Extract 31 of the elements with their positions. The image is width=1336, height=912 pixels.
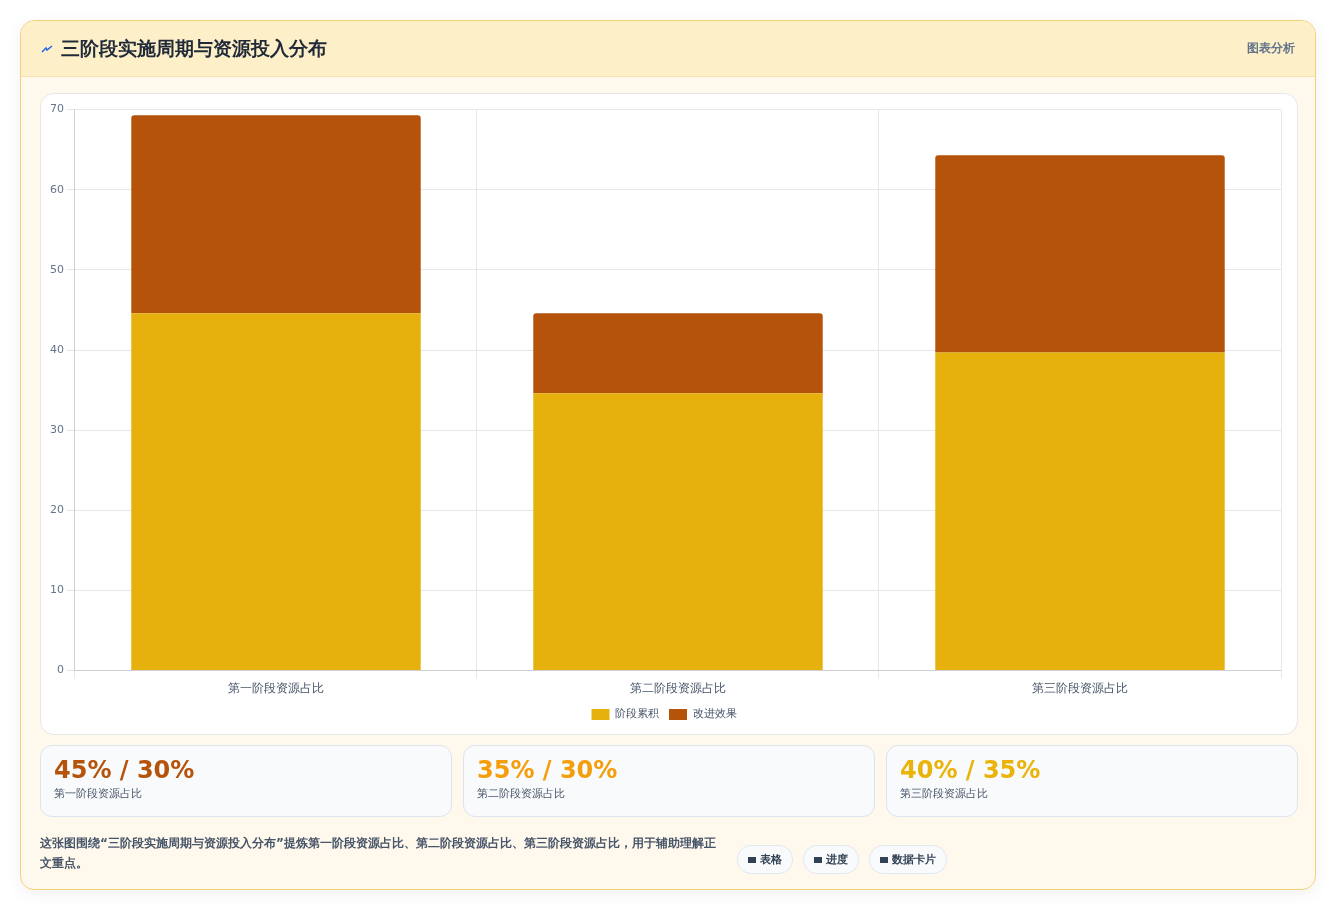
y-tick-label: 40 xyxy=(50,342,64,356)
text: 35% / 30% xyxy=(477,756,619,784)
y-tick-label: 10 xyxy=(50,583,64,597)
bar xyxy=(935,155,1225,353)
text: 第一阶段资源占比 xyxy=(54,786,143,801)
x-tick-label: 第一阶段资源占比 xyxy=(228,680,324,695)
y-tick-label: 30 xyxy=(50,423,64,437)
y-tick-label: 60 xyxy=(50,182,64,196)
text: 数据卡片 xyxy=(892,852,936,867)
y-tick-label: 20 xyxy=(50,503,64,517)
text: 第三阶段资源占比 xyxy=(900,786,989,801)
text: 这张图围绕“三阶段实施周期与资源投入分布”提炼第一阶段资源占比、第二阶段资源占比、第三阶段资源占比，用于辅助理解正文重点。 xyxy=(40,835,717,872)
text: 进度 xyxy=(826,852,848,867)
y-tick-label: 70 xyxy=(50,102,64,116)
bar xyxy=(533,313,823,394)
text: 45% / 30% xyxy=(54,756,196,784)
y-tick-label: 0 xyxy=(57,663,64,677)
x-tick-label: 第二阶段资源占比 xyxy=(630,680,726,695)
text: 第二阶段资源占比 xyxy=(477,786,566,801)
text: 图表分析 xyxy=(1247,40,1295,57)
text: 表格 xyxy=(760,852,782,867)
text: 40% / 35% xyxy=(900,756,1042,784)
bar xyxy=(131,313,421,671)
bar xyxy=(533,393,823,671)
x-tick-label: 第三阶段资源占比 xyxy=(1032,680,1128,695)
bar xyxy=(131,115,421,314)
chart-title: 三阶段实施周期与资源投入分布 xyxy=(61,35,327,61)
legend-label: 改进效果 xyxy=(692,707,737,721)
bar xyxy=(935,352,1225,671)
legend-label: 阶段累积 xyxy=(615,707,659,721)
y-tick-label: 50 xyxy=(50,262,64,276)
